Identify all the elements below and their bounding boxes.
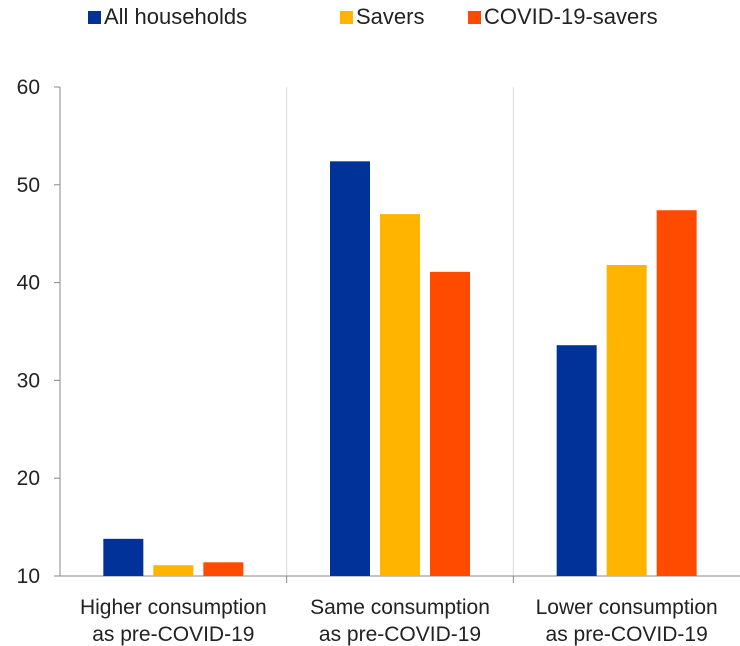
chart-legend: All households Savers COVID-19-savers <box>88 4 658 30</box>
x-tick-label: as pre-COVID-19 <box>546 623 708 646</box>
y-tick-label: 40 <box>17 272 40 295</box>
bar <box>380 214 420 576</box>
x-tick-label: as pre-COVID-19 <box>92 623 254 646</box>
bar <box>103 538 144 576</box>
legend-label-covid-savers: COVID-19-savers <box>484 4 658 29</box>
x-tick-label: Higher consumption <box>80 596 267 619</box>
y-tick-label: 30 <box>17 369 40 392</box>
y-tick-label: 60 <box>17 76 40 99</box>
legend-item-savers: Savers <box>340 4 468 30</box>
y-tick-label: 50 <box>17 174 40 197</box>
y-tick-label: 10 <box>17 565 40 588</box>
legend-item-covid-savers: COVID-19-savers <box>468 4 658 30</box>
bar <box>606 264 647 576</box>
x-tick-label: Lower consumption <box>536 596 718 619</box>
legend-swatch-all-households <box>88 10 101 24</box>
x-tick-label: as pre-COVID-19 <box>319 623 481 646</box>
legend-label-savers: Savers <box>356 4 425 29</box>
bar <box>153 565 194 576</box>
bar <box>430 271 470 576</box>
legend-swatch-covid-savers <box>468 10 481 24</box>
bar <box>656 210 697 576</box>
legend-swatch-savers <box>340 10 353 24</box>
legend-label-all-households: All households <box>104 4 248 29</box>
y-tick-label: 20 <box>17 467 40 490</box>
bar <box>203 562 244 576</box>
x-tick-label: Same consumption <box>310 596 490 619</box>
bar <box>330 161 370 576</box>
legend-item-all-households: All households <box>88 4 340 30</box>
bar <box>556 345 597 576</box>
